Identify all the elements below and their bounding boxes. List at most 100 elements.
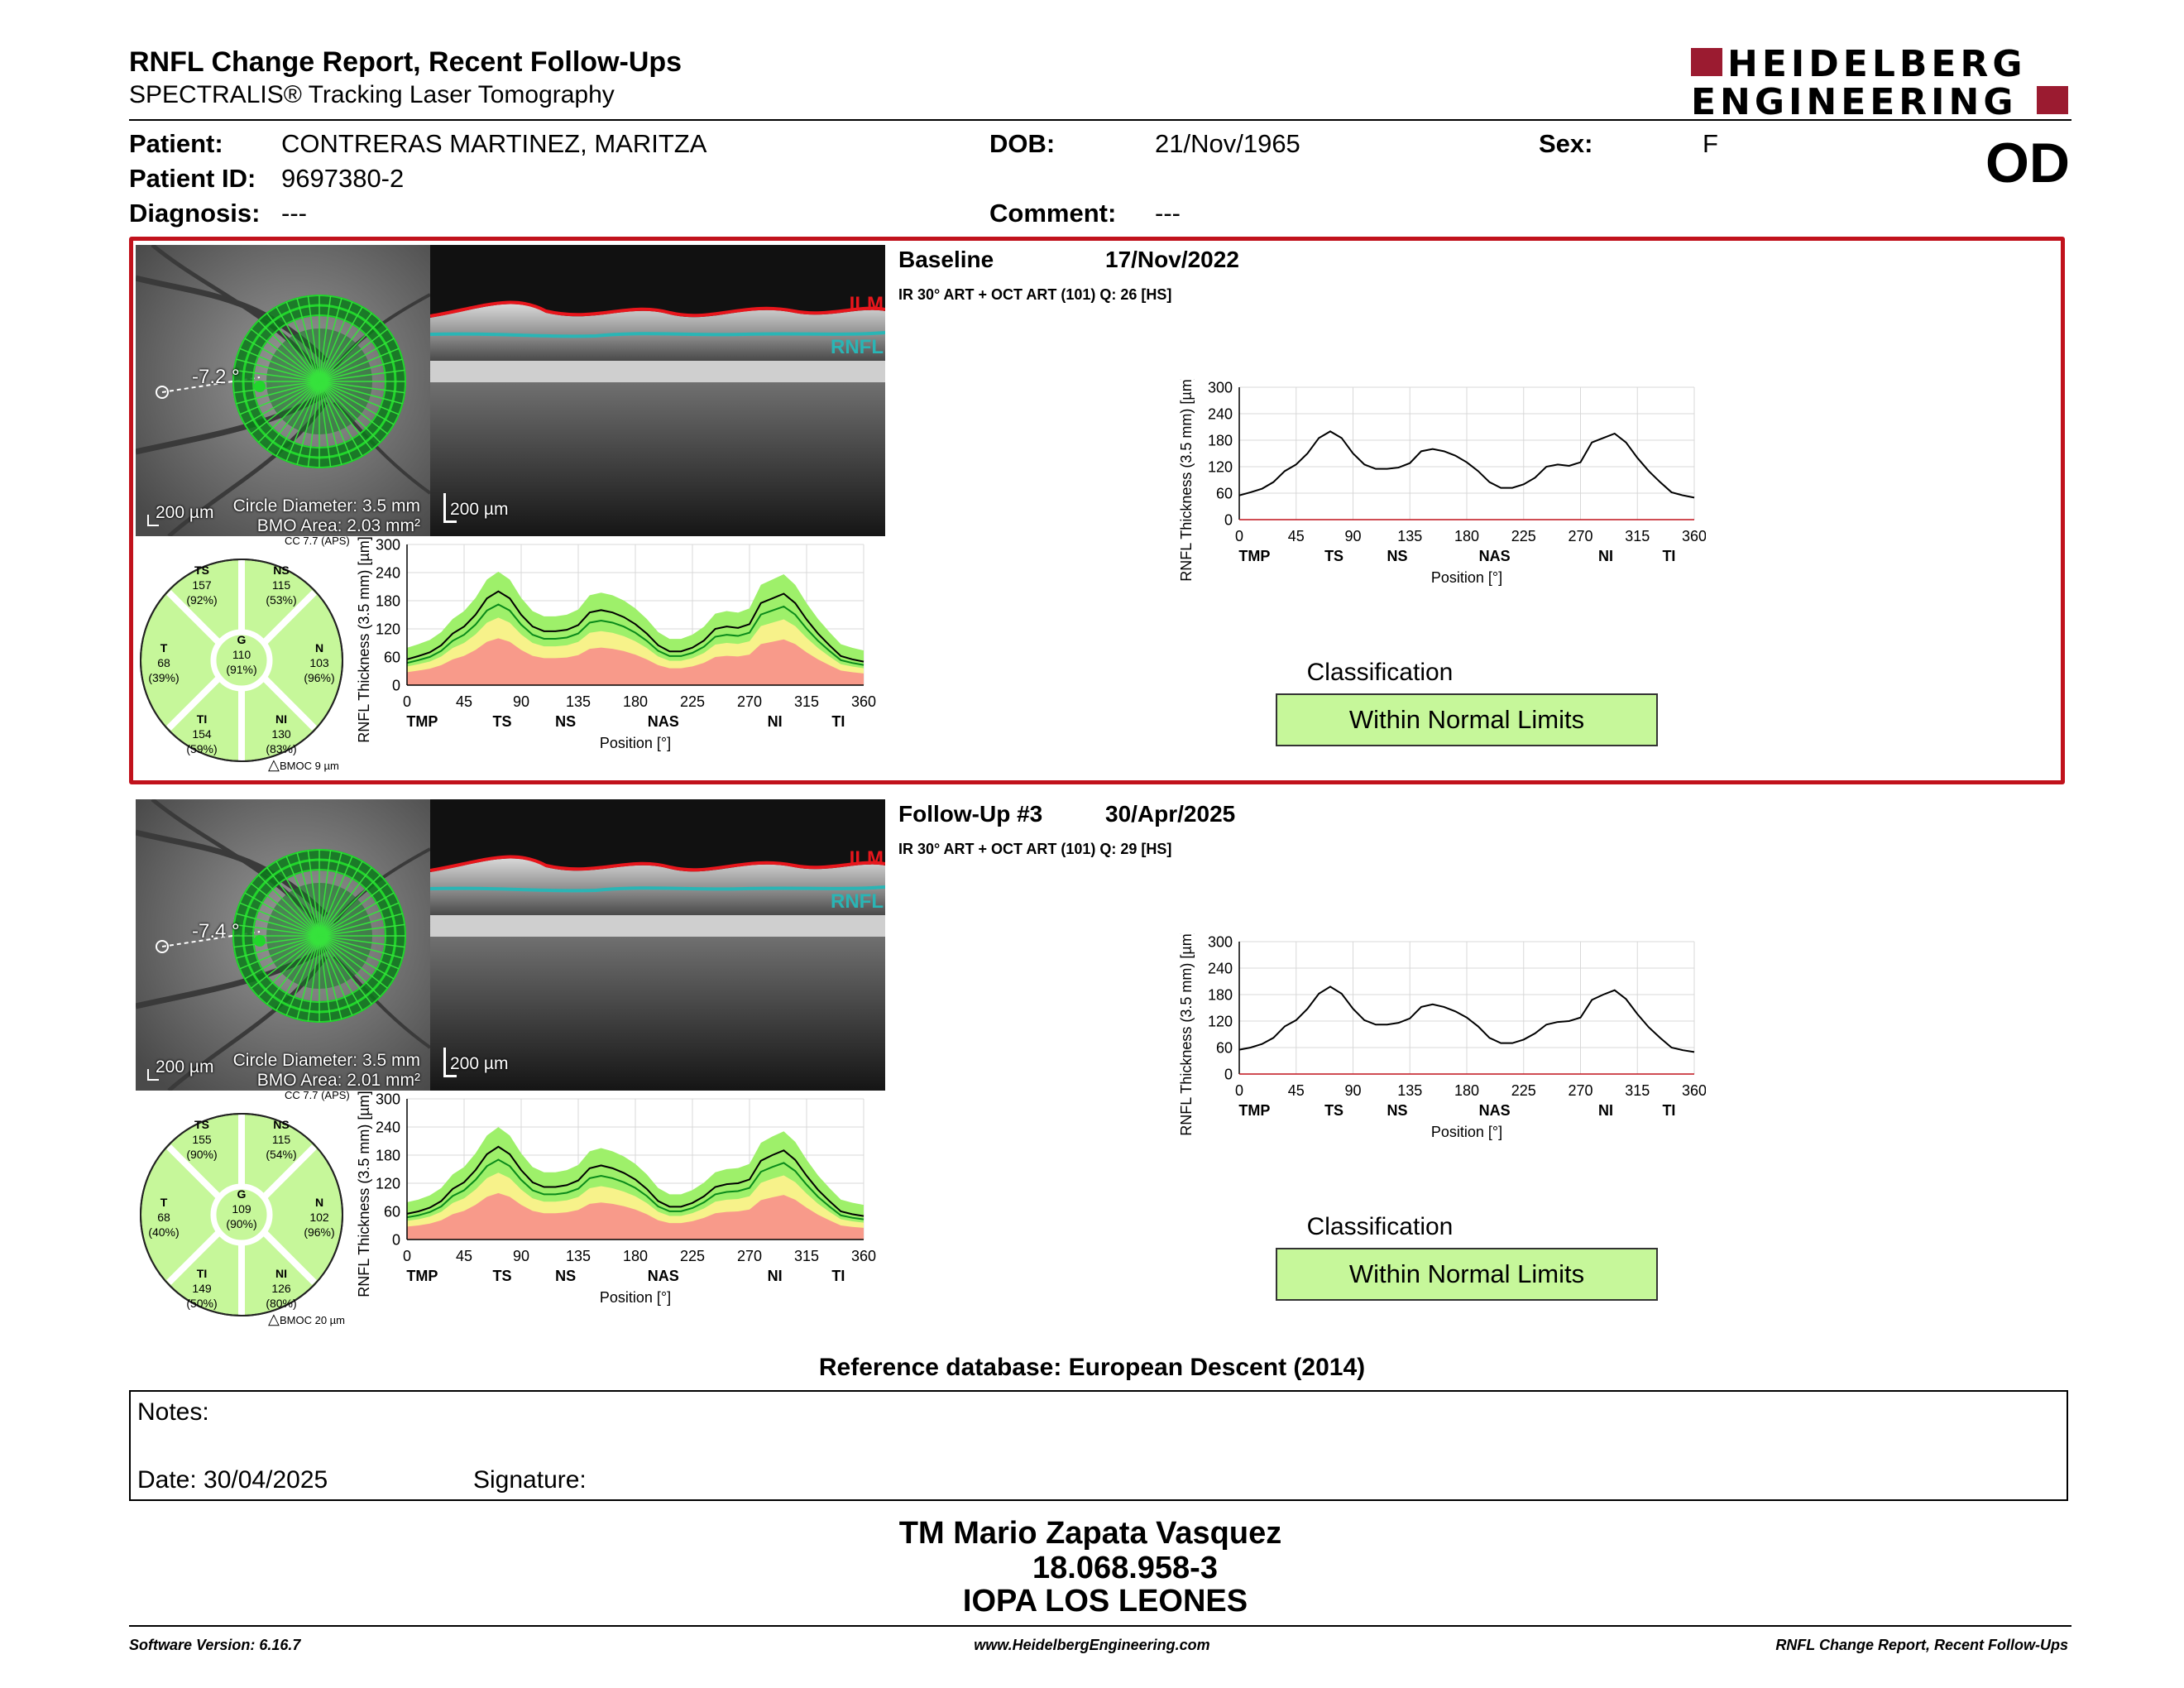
patient-id-label: Patient ID:: [129, 164, 256, 193]
sector-axis-label: TMP: [1238, 1102, 1270, 1119]
x-axis-label: Position [°]: [600, 735, 671, 751]
sector-axis-label: TS: [1324, 1102, 1343, 1119]
reference-database: Reference database: European Descent (20…: [818, 1354, 1366, 1381]
sector-axis-label: NAS: [648, 713, 679, 730]
sector-axis-label: NS: [555, 1268, 576, 1284]
bmo-area: BMO Area: 2.03 mm²: [256, 516, 420, 535]
rnfl-label: RNFL: [831, 336, 884, 358]
sector-ni-label: NI: [275, 1267, 287, 1280]
sector-axis-label: TS: [1324, 548, 1343, 564]
clinic-name: IOPA LOS LEONES: [962, 1584, 1248, 1618]
sector-chart: TS 155 (90%) NS 115 (54%) T 68 (40%) G 109 (90%) N 10…: [136, 1089, 359, 1327]
sector-n-value: 102: [309, 1211, 329, 1224]
report-title: RNFL Change Report, Recent Follow-Ups: [129, 46, 682, 78]
x-tick-label: 45: [456, 1248, 472, 1264]
sector-g-pct: (91%): [226, 663, 256, 676]
sector-axis-label: TMP: [406, 1268, 438, 1284]
fundus-image: -7.2 ° 200 µm Circle Diameter: 3.5 mm BM…: [136, 245, 430, 536]
y-tick-label: 300: [1208, 933, 1233, 950]
fundus-scale-bar: 200 µm: [156, 503, 214, 522]
y-tick-label: 180: [376, 592, 400, 609]
scan-protocol: IR 30° ART + OCT ART (101) Q: 29 [HS]: [898, 841, 1172, 857]
y-tick-label: 240: [1208, 960, 1233, 976]
sector-ti-pct: (50%): [186, 1297, 217, 1310]
y-tick-label: 120: [1208, 1013, 1233, 1029]
sector-ns-pct: (54%): [266, 1148, 296, 1161]
patient-name: CONTRERAS MARTINEZ, MARITZA: [281, 129, 707, 158]
website-link[interactable]: www.HeidelbergEngineering.com: [974, 1637, 1210, 1653]
x-tick-label: 135: [1397, 1082, 1422, 1099]
notes-date: Date: 30/04/2025: [137, 1466, 328, 1494]
sector-axis-label: TI: [1662, 548, 1675, 564]
sector-n-pct: (96%): [304, 1225, 334, 1239]
sector-axis-label: TMP: [406, 713, 438, 730]
y-tick-label: 60: [384, 649, 400, 665]
sector-ts-label: TS: [194, 563, 209, 577]
rotation-angle: -7.2 °: [192, 366, 240, 388]
delta-icon: △: [268, 1311, 280, 1327]
x-tick-label: 180: [623, 693, 648, 710]
sector-axis-label: NS: [555, 713, 576, 730]
sector-ti-value: 154: [192, 727, 212, 741]
bscan-scale-bar: 200 µm: [450, 1054, 509, 1073]
ilm-label: ILM: [849, 293, 884, 315]
sex-label: Sex:: [1539, 129, 1593, 158]
sector-n-label: N: [315, 1196, 323, 1209]
comment-value: ---: [1155, 199, 1181, 228]
y-tick-label: 0: [1224, 1066, 1233, 1082]
bmoc-value: BMOC 20 µm: [280, 1314, 346, 1326]
followup-panel: -7.4 ° 200 µm Circle Diameter: 3.5 mm BM…: [129, 791, 2071, 1337]
sector-axis-label: TI: [1662, 1102, 1675, 1119]
classification-label: Classification: [1306, 1213, 1454, 1240]
sector-axis-label: NI: [768, 1268, 783, 1284]
y-tick-label: 0: [392, 677, 400, 693]
y-tick-label: 60: [384, 1203, 400, 1220]
outside-normal-band: [407, 638, 864, 685]
bmoc-value: BMOC 9 µm: [280, 760, 339, 772]
sector-n-pct: (96%): [304, 671, 334, 684]
y-tick-label: 120: [1208, 458, 1233, 475]
diagnosis-label: Diagnosis:: [129, 199, 261, 228]
logo-line2: ENGINEERING: [1691, 81, 2018, 123]
sector-ts-pct: (92%): [186, 593, 217, 607]
oct-bscan-image: ILM RNFL 200 µm: [430, 245, 885, 536]
patient-label: Patient:: [129, 129, 223, 158]
sector-axis-label: NAS: [1479, 1102, 1511, 1119]
sector-g-label: G: [237, 633, 247, 646]
fundus-image: -7.4 ° 200 µm Circle Diameter: 3.5 mm BM…: [136, 799, 430, 1091]
sector-ni-pct: (83%): [266, 742, 296, 755]
sector-axis-label: TI: [831, 713, 845, 730]
notes-box[interactable]: Notes: Date: 30/04/2025 Signature:: [129, 1390, 2068, 1501]
sex-value: F: [1703, 129, 1718, 158]
rnfl-profile-line: [406, 590, 864, 663]
rnfl-profile-line: [406, 1145, 864, 1217]
x-axis-label: Position [°]: [600, 1289, 671, 1306]
delta-icon: △: [268, 756, 280, 773]
x-tick-label: 0: [403, 1248, 411, 1264]
sector-ns-value: 115: [272, 1133, 291, 1146]
sector-ts-value: 157: [192, 578, 212, 592]
x-tick-label: 270: [737, 693, 762, 710]
cc-value: CC 7.7 (APS): [285, 1089, 350, 1101]
x-axis-label: Position [°]: [1431, 1124, 1502, 1140]
y-axis-label: RNFL Thickness (3.5 mm) [µm]: [356, 1091, 372, 1297]
y-tick-label: 120: [376, 621, 400, 637]
sector-n-label: N: [315, 641, 323, 655]
x-tick-label: 180: [1454, 1082, 1479, 1099]
x-tick-label: 270: [1568, 528, 1592, 544]
comment-label: Comment:: [989, 199, 1117, 228]
x-tick-label: 45: [456, 693, 472, 710]
x-tick-label: 0: [403, 693, 411, 710]
scan-protocol: IR 30° ART + OCT ART (101) Q: 26 [HS]: [898, 286, 1172, 303]
x-tick-label: 180: [623, 1248, 648, 1264]
bmo-area: BMO Area: 2.01 mm²: [256, 1071, 420, 1090]
rnfl-scan-circle: [232, 295, 406, 468]
x-tick-label: 360: [1682, 528, 1706, 544]
sector-axis-label: TS: [492, 1268, 511, 1284]
y-tick-label: 60: [1216, 1039, 1233, 1056]
x-tick-label: 315: [794, 693, 819, 710]
x-tick-label: 225: [1511, 1082, 1536, 1099]
classification-label: Classification: [1306, 659, 1454, 686]
sector-axis-label: TI: [831, 1268, 845, 1284]
x-tick-label: 0: [1235, 528, 1243, 544]
